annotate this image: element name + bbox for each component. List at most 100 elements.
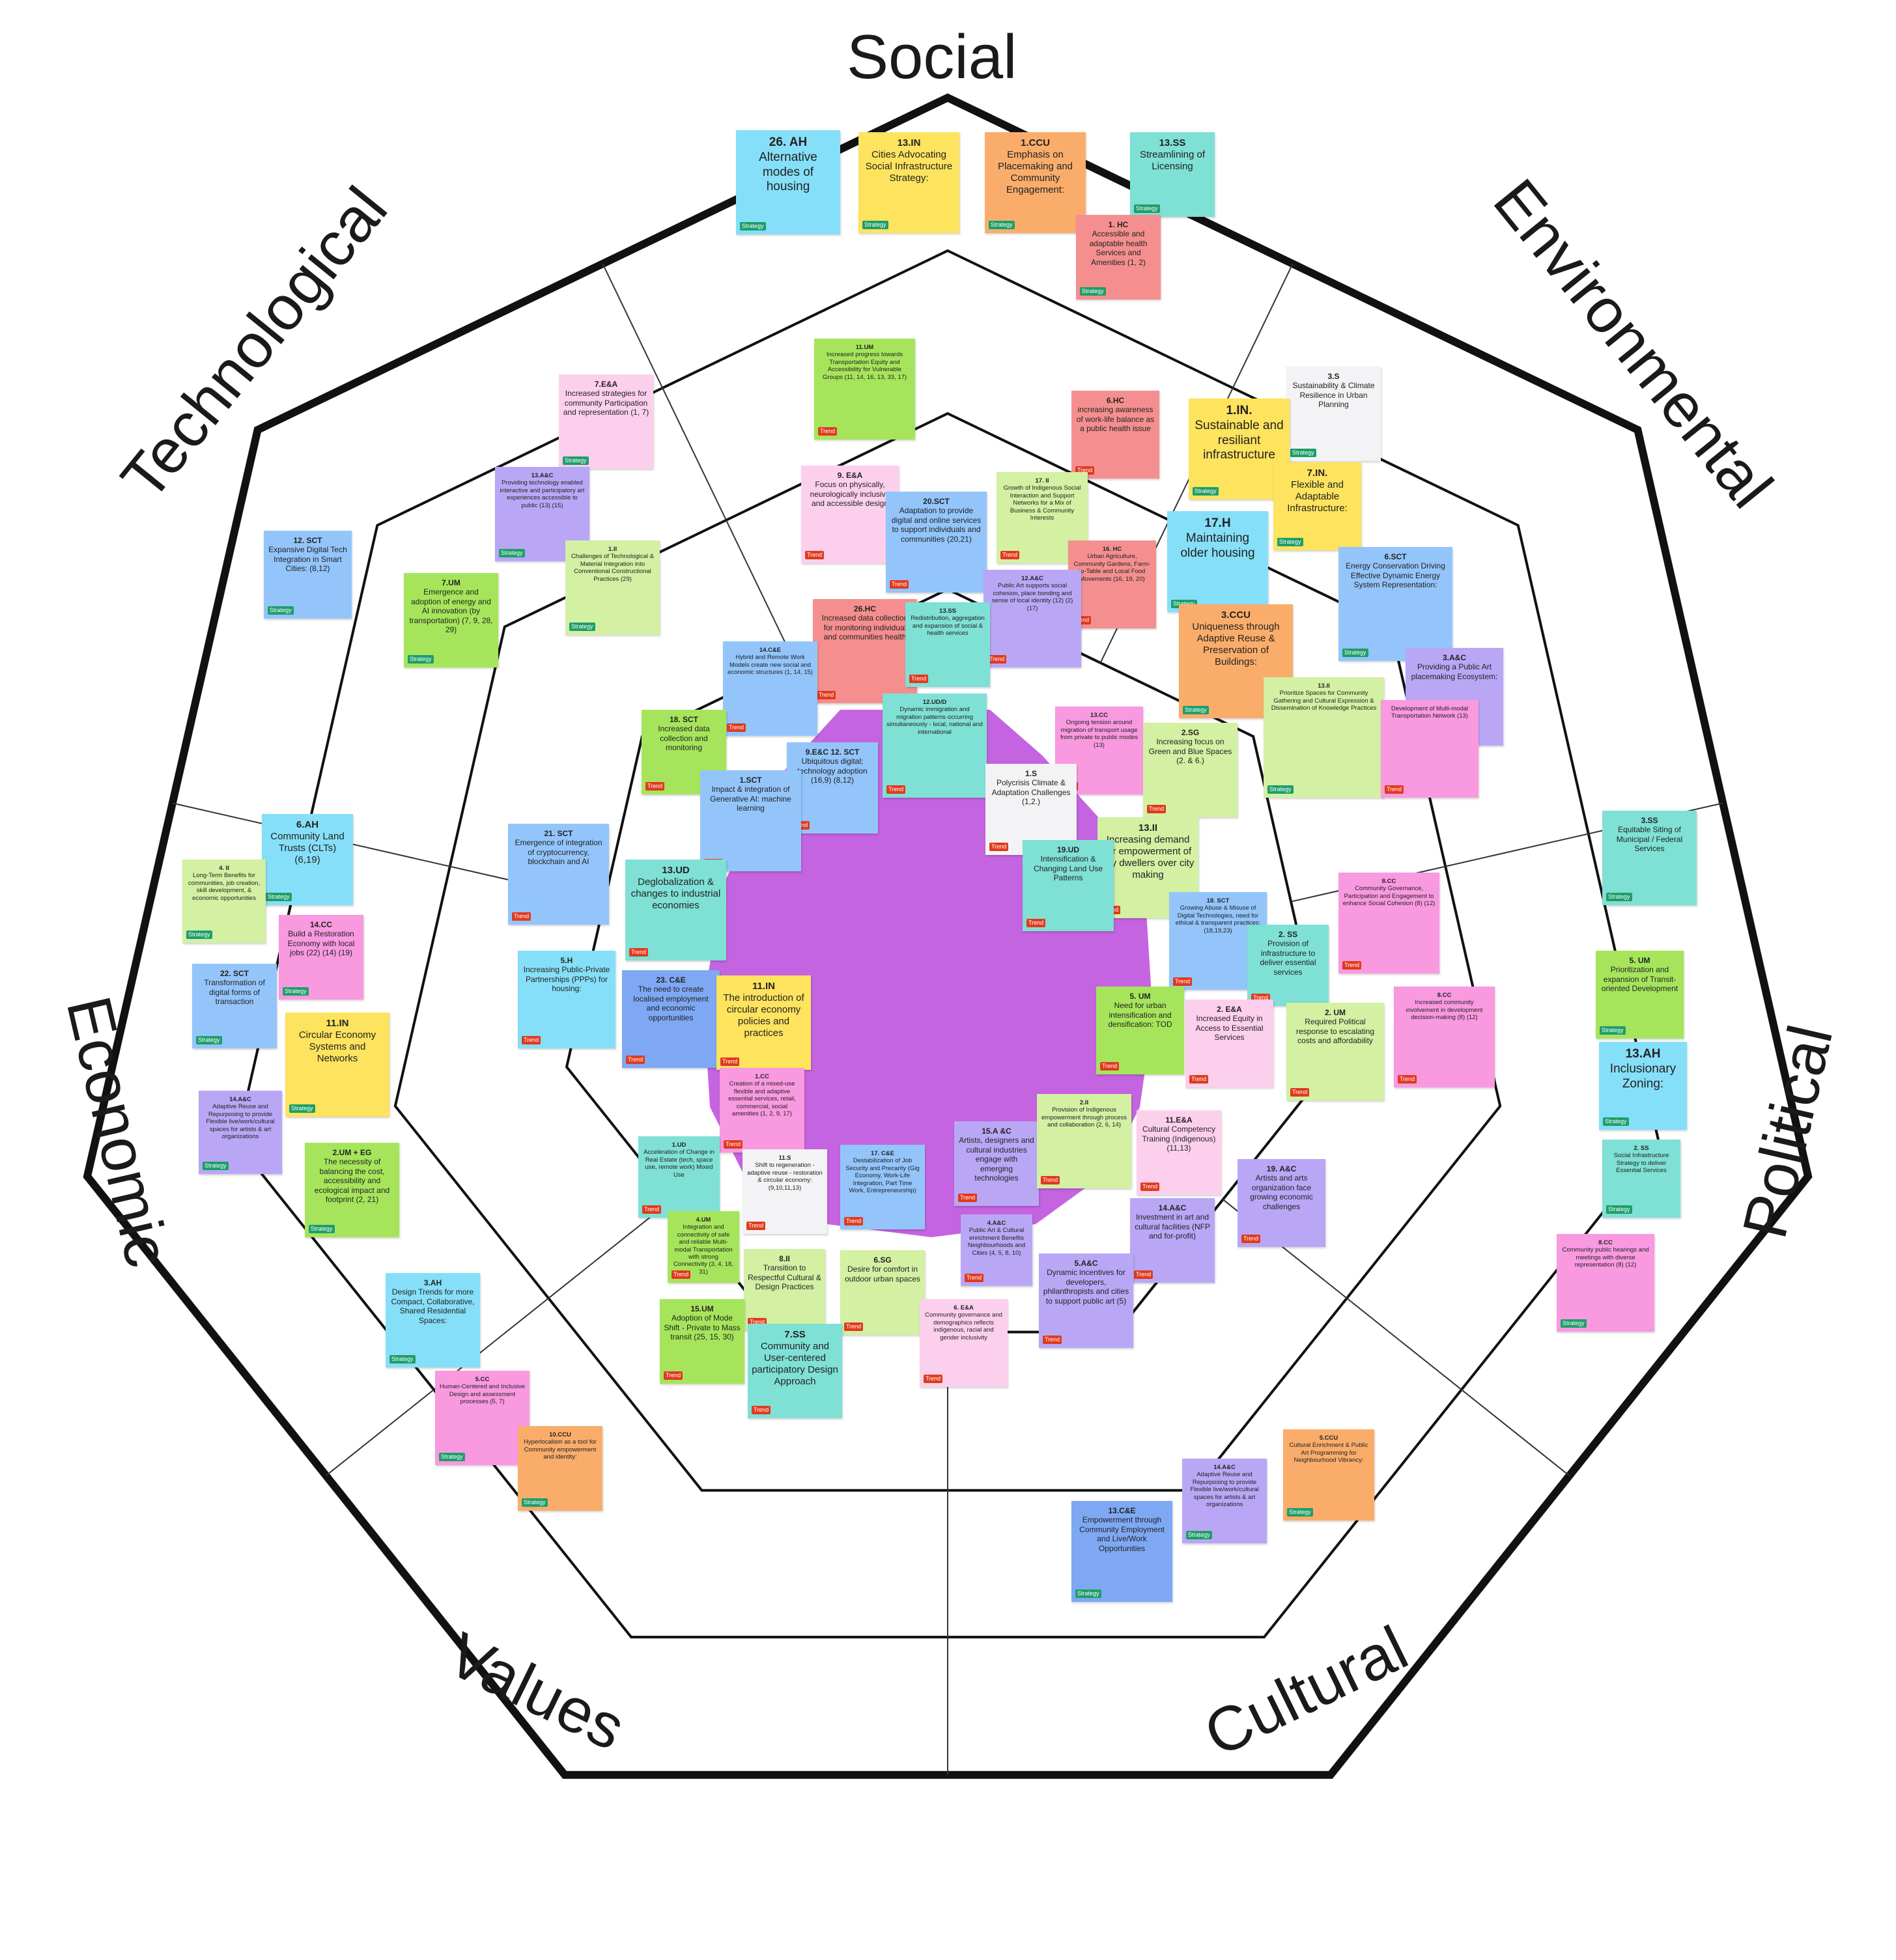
sticky-note[interactable]: 2. SS Social Infrastructure Strategy to d… [1602,1140,1680,1218]
sticky-note[interactable]: 11.UM Increased progress towards Transpor… [814,339,915,440]
sticky-note[interactable]: 16. HC Urban Agriculture, Community Garde… [1068,540,1156,628]
sticky-note[interactable]: 11.S Shift to regeneration - adaptive reu… [743,1149,827,1234]
sticky-note[interactable]: 22. SCT Transformation of digital forms o… [192,964,277,1048]
sticky-note[interactable]: 18. SCT Increased data collection and mon… [642,710,726,794]
sticky-note[interactable]: 14.A&C Adaptive Reuse and Repurposing to … [199,1091,282,1174]
note-code: 17. II [1035,477,1049,484]
sticky-note[interactable]: 14.A&C Investment in art and cultural fac… [1130,1198,1215,1283]
sticky-note[interactable]: 1.S Polycrisis Climate & Adaptation Chall… [985,764,1077,855]
note-text: Shift to regeneration - adaptive reuse -… [747,1162,823,1192]
sticky-note[interactable]: 5. UM Prioritization and expansion of Tra… [1596,951,1684,1039]
trend-tag: Trend [1241,1235,1261,1243]
trend-tag: Trend [522,1036,541,1044]
sticky-note[interactable]: 5.H Increasing Public-Private Partnership… [518,951,615,1048]
sticky-note[interactable]: 1.CCU Emphasis on Placemaking and Communi… [985,132,1086,233]
sticky-note[interactable]: 11.IN Circular Economy Systems and Networ… [285,1013,389,1117]
sticky-note[interactable]: 1.IN. Sustainable and resiliant infrastru… [1189,399,1290,499]
sticky-note[interactable]: 9. E&A Focus on physically, neurologicall… [801,466,899,563]
note-text: Circular Economy Systems and Networks [298,1029,376,1064]
sticky-note[interactable]: 17. C&E Destabilization of Job Security a… [840,1145,925,1229]
note-code: 5.CC [475,1376,490,1383]
sticky-note[interactable]: Development of Multi-modal Transportatio… [1381,700,1479,798]
sticky-note[interactable]: 13.C&E Empowerment through Community Empl… [1071,1501,1172,1602]
trend-tag: Trend [989,843,1009,851]
sticky-note[interactable]: 10.CCU Hyperlocalism as a tool for Commun… [518,1426,602,1511]
sticky-note[interactable]: 3.S Sustainability & Climate Resilience i… [1286,367,1381,461]
sticky-note[interactable]: 2. UM Required Political response to esca… [1286,1003,1384,1100]
sticky-note[interactable]: 15.UM Adoption of Mode Shift - Private to… [660,1299,744,1384]
sticky-note[interactable]: 13.IN Cities Advocating Social Infrastruc… [858,132,959,233]
strategy-tag: Strategy [266,893,292,901]
sticky-note[interactable]: 8.II Transition to Respectful Cultural & … [744,1249,825,1330]
sticky-note[interactable]: 14.CC Build a Restoration Economy with lo… [279,915,363,1000]
sticky-note[interactable]: 13.AH Inclusionary Zoning: Strategy [1599,1042,1687,1130]
note-text: Sustainable and resiliant infrastructure [1195,418,1284,462]
sticky-note[interactable]: 2.UM + EG The necessity of balancing the … [305,1143,399,1237]
sticky-note[interactable]: 14.C&E Hybrid and Remote Work Models crea… [723,641,817,736]
sticky-note[interactable]: 15.A &C Artists, designers and cultural i… [954,1121,1039,1206]
sticky-note[interactable]: 3.SS Equitable Siting of Municipal / Fede… [1602,811,1697,905]
note-text: Increased strategies for community Parti… [563,389,649,417]
sticky-note[interactable]: 6.SG Desire for comfort in outdoor urban … [840,1250,925,1335]
strategy-tag: Strategy [1561,1319,1587,1328]
sticky-note[interactable]: 13.II Increasing demand for empowerment o… [1097,817,1198,918]
sticky-note[interactable]: 7.IN. Flexible and Adaptable Infrastructu… [1273,462,1361,550]
sticky-note[interactable]: 4. II Long-Term Benefits for communities,… [182,860,266,943]
sticky-note[interactable]: 7.E&A Increased strategies for community … [559,374,653,469]
sticky-note[interactable]: 13.II Prioritize Spaces for Community Gat… [1264,677,1384,798]
sticky-note[interactable]: 1.II Challenges of Technological & Materi… [565,540,660,635]
sticky-note[interactable]: 5. UM Need for urban intensification and … [1096,987,1184,1074]
sticky-note[interactable]: 14.A&C Adaptive Reuse and Repurposing to … [1182,1459,1267,1543]
sticky-note[interactable]: 8.CC Community Governance, Participation … [1338,873,1439,973]
sticky-note[interactable]: 12.UD/D Dynamic immigration and migration… [883,693,987,798]
note-code: 3.A&C [1442,653,1466,662]
strategy-tag: Strategy [389,1355,416,1364]
sticky-note[interactable]: 12.A&C Public Art supports social cohesio… [983,570,1081,667]
sticky-note[interactable]: 13.SS Streamlining of Licensing Strategy [1130,132,1215,217]
sticky-note[interactable]: 7.SS Community and User-centered particip… [748,1324,842,1418]
sticky-note[interactable]: 3.AH Design Trends for more Compact, Coll… [386,1273,480,1367]
sticky-note[interactable]: 13.UD Deglobalization & changes to indust… [625,860,726,960]
trend-tag: Trend [1385,785,1404,794]
sticky-note[interactable]: 26.HC Increased data collection for monit… [813,599,917,703]
sticky-note[interactable]: 5.CC Human-Centered and Inclusive Design … [435,1371,530,1465]
sticky-note[interactable]: 2. SS Provision of infrastructure to deli… [1247,925,1329,1006]
sticky-note[interactable]: 1.UD Acceleration of Change in Real Estat… [638,1136,720,1218]
sticky-note[interactable]: 2.II Provision of Indigenous empowerment … [1037,1094,1131,1188]
sticky-note[interactable]: 6.HC increasing awareness of work-life ba… [1071,391,1159,479]
sticky-note[interactable]: 19. A&C Artists and arts organization fac… [1238,1159,1325,1247]
sticky-note[interactable]: 2. E&A Increased Equity in Access to Esse… [1185,1000,1273,1087]
trend-tag: Trend [818,427,838,436]
sticky-note[interactable]: 20.SCT Adaptation to provide digital and … [886,492,987,593]
sticky-note[interactable]: 1. HC Accessible and adaptable health Ser… [1076,215,1161,300]
sticky-note[interactable]: 3.CCU Uniqueness through Adaptive Reuse &… [1179,604,1293,718]
sticky-note[interactable]: 6.SCT Energy Conservation Driving Effecti… [1338,547,1452,661]
sticky-note[interactable]: 4.A&C Public Art & Cultural enrichment Be… [961,1214,1032,1286]
sticky-note[interactable]: 4.UM Integration and connectivity of safe… [668,1211,739,1283]
note-text: Desire for comfort in outdoor urban spac… [844,1265,921,1283]
sticky-note[interactable]: 19.UD Intensification & Changing Land Use… [1023,840,1114,931]
sticky-note[interactable]: 8.CC Community public hearings and meetin… [1557,1234,1654,1332]
sticky-note[interactable]: 1.SCT Impact & integration of Generative … [700,770,801,871]
sticky-note[interactable]: 1.CC Creation of a mixed-use flexible and… [720,1068,804,1153]
sticky-note[interactable]: 23. C&E The need to create localised empl… [622,970,720,1068]
sticky-note[interactable]: 21. SCT Emergence of integration of crypt… [508,824,609,925]
note-code: 2.SG [1181,728,1200,737]
sticky-note[interactable]: 5.CCU Cultural Enrichment & Public Art Pr… [1283,1429,1374,1520]
strategy-tag: Strategy [1606,1205,1632,1214]
note-text: The need to create localised employment … [633,985,709,1022]
sticky-note[interactable]: 13.SS Redistribution, aggregation and exp… [905,602,990,687]
sticky-note[interactable]: 11.IN The introduction of circular econom… [716,975,811,1070]
sticky-note[interactable]: 6.AH Community Land Trusts (CLTs) (6,19) S… [262,814,353,905]
sticky-note[interactable]: 2.SG Increasing focus on Green and Blue S… [1143,723,1238,817]
sticky-note[interactable]: 5.A&C Dynamic incentives for developers, … [1039,1253,1133,1348]
trend-tag: Trend [1041,1176,1060,1184]
sticky-note[interactable]: 11.E&A Cultural Competency Training (Indi… [1137,1110,1221,1195]
sticky-note[interactable]: 26. AH Alternative modes of housing Strate… [736,130,840,234]
sticky-note[interactable]: 7.UM Emergence and adoption of energy and… [404,573,498,667]
sticky-note[interactable]: 6. E&A Community governance and demograph… [920,1299,1008,1387]
sticky-note[interactable]: 12. SCT Expansive Digital Tech Integratio… [264,531,352,619]
sticky-note[interactable]: 8.CC Increased community involvement in d… [1394,987,1495,1087]
